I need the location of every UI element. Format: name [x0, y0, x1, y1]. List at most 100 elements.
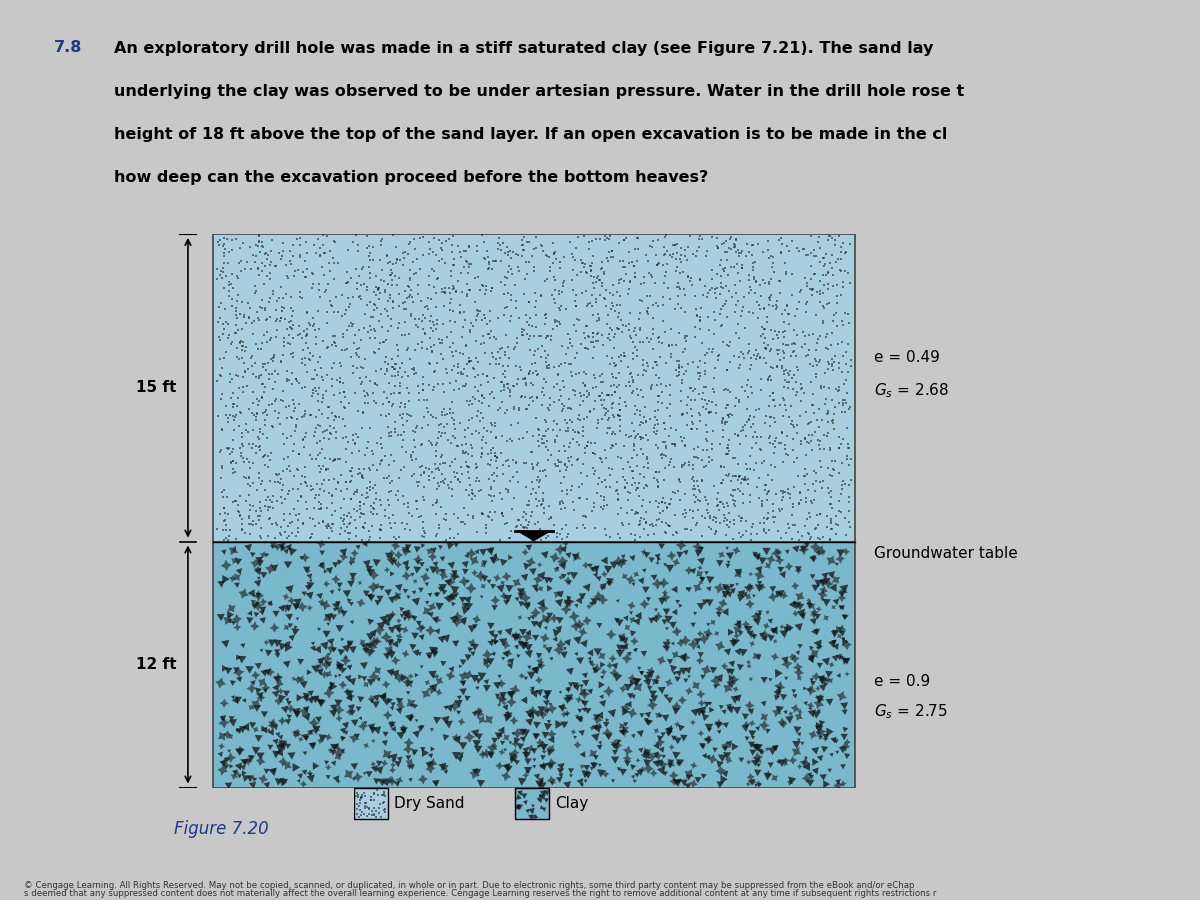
- Point: [313, 513, 332, 527]
- Point: [720, 699, 739, 714]
- Point: [679, 457, 698, 472]
- Point: [684, 247, 703, 261]
- Point: [263, 495, 282, 509]
- Point: [468, 303, 487, 318]
- Point: [259, 500, 278, 515]
- Point: [671, 546, 690, 561]
- Point: [418, 595, 437, 609]
- Point: [535, 344, 554, 358]
- Point: [424, 499, 443, 513]
- Point: [457, 369, 476, 383]
- Point: [427, 482, 446, 497]
- Point: [625, 533, 644, 547]
- Point: [642, 270, 661, 284]
- Point: [556, 641, 575, 655]
- Point: [740, 362, 760, 376]
- Point: [810, 355, 829, 369]
- Point: [313, 459, 332, 473]
- Point: [622, 428, 641, 443]
- Point: [418, 299, 437, 313]
- Point: [334, 329, 353, 344]
- Point: [246, 504, 265, 518]
- Point: [781, 417, 800, 431]
- Point: [827, 319, 846, 333]
- Point: [518, 365, 538, 380]
- Point: [650, 735, 670, 750]
- Point: [512, 322, 532, 337]
- Point: [718, 496, 737, 510]
- Point: [580, 330, 599, 345]
- Point: [274, 427, 293, 441]
- Point: [424, 264, 443, 278]
- Point: [584, 367, 604, 382]
- Point: [454, 515, 473, 529]
- Point: [649, 418, 668, 432]
- Point: [641, 495, 660, 509]
- Point: [535, 612, 554, 626]
- Point: [463, 511, 482, 526]
- Point: [746, 436, 766, 450]
- Point: [318, 410, 337, 425]
- Point: [354, 320, 373, 335]
- Point: [474, 420, 493, 435]
- Point: [577, 410, 596, 425]
- Point: [779, 482, 798, 496]
- Point: [377, 350, 396, 365]
- Point: [726, 285, 745, 300]
- Point: [679, 581, 698, 596]
- Point: [564, 423, 583, 437]
- Point: [782, 234, 802, 248]
- Point: [724, 496, 743, 510]
- Point: [724, 583, 743, 598]
- Point: [215, 506, 234, 520]
- Point: [251, 554, 270, 568]
- Point: [577, 266, 596, 280]
- Point: [221, 729, 240, 743]
- Point: [408, 554, 427, 569]
- Point: [354, 521, 373, 535]
- Point: [468, 309, 487, 323]
- Point: [661, 497, 680, 511]
- Point: [775, 373, 794, 387]
- Point: [811, 255, 830, 269]
- Point: [738, 237, 757, 251]
- Point: [383, 301, 402, 315]
- Point: [319, 400, 338, 414]
- Point: [815, 278, 834, 293]
- Point: [791, 484, 810, 499]
- Point: [449, 472, 468, 486]
- Point: [797, 696, 816, 710]
- Point: [713, 472, 732, 487]
- Point: [331, 371, 350, 385]
- Point: [712, 763, 731, 778]
- Point: [522, 803, 541, 817]
- Point: [269, 246, 288, 260]
- Point: [516, 378, 535, 392]
- Point: [806, 466, 826, 481]
- Point: [274, 739, 293, 753]
- Point: [389, 756, 408, 770]
- Point: [450, 304, 469, 319]
- Point: [616, 395, 635, 410]
- Point: [338, 243, 358, 257]
- Point: [491, 727, 510, 742]
- Point: [430, 479, 449, 493]
- Point: [462, 355, 481, 369]
- Point: [552, 397, 571, 411]
- Point: [360, 589, 379, 603]
- Point: [545, 312, 564, 327]
- Point: [236, 471, 256, 485]
- Point: [658, 621, 677, 635]
- Point: [331, 500, 350, 515]
- Point: [413, 377, 432, 392]
- Point: [616, 230, 635, 245]
- Point: [806, 249, 826, 264]
- Point: [516, 795, 535, 809]
- Point: [494, 269, 514, 284]
- Point: [602, 437, 622, 452]
- Point: [422, 262, 442, 276]
- Point: [304, 512, 323, 526]
- Point: [215, 544, 234, 559]
- Point: [266, 259, 286, 274]
- Point: [647, 368, 666, 382]
